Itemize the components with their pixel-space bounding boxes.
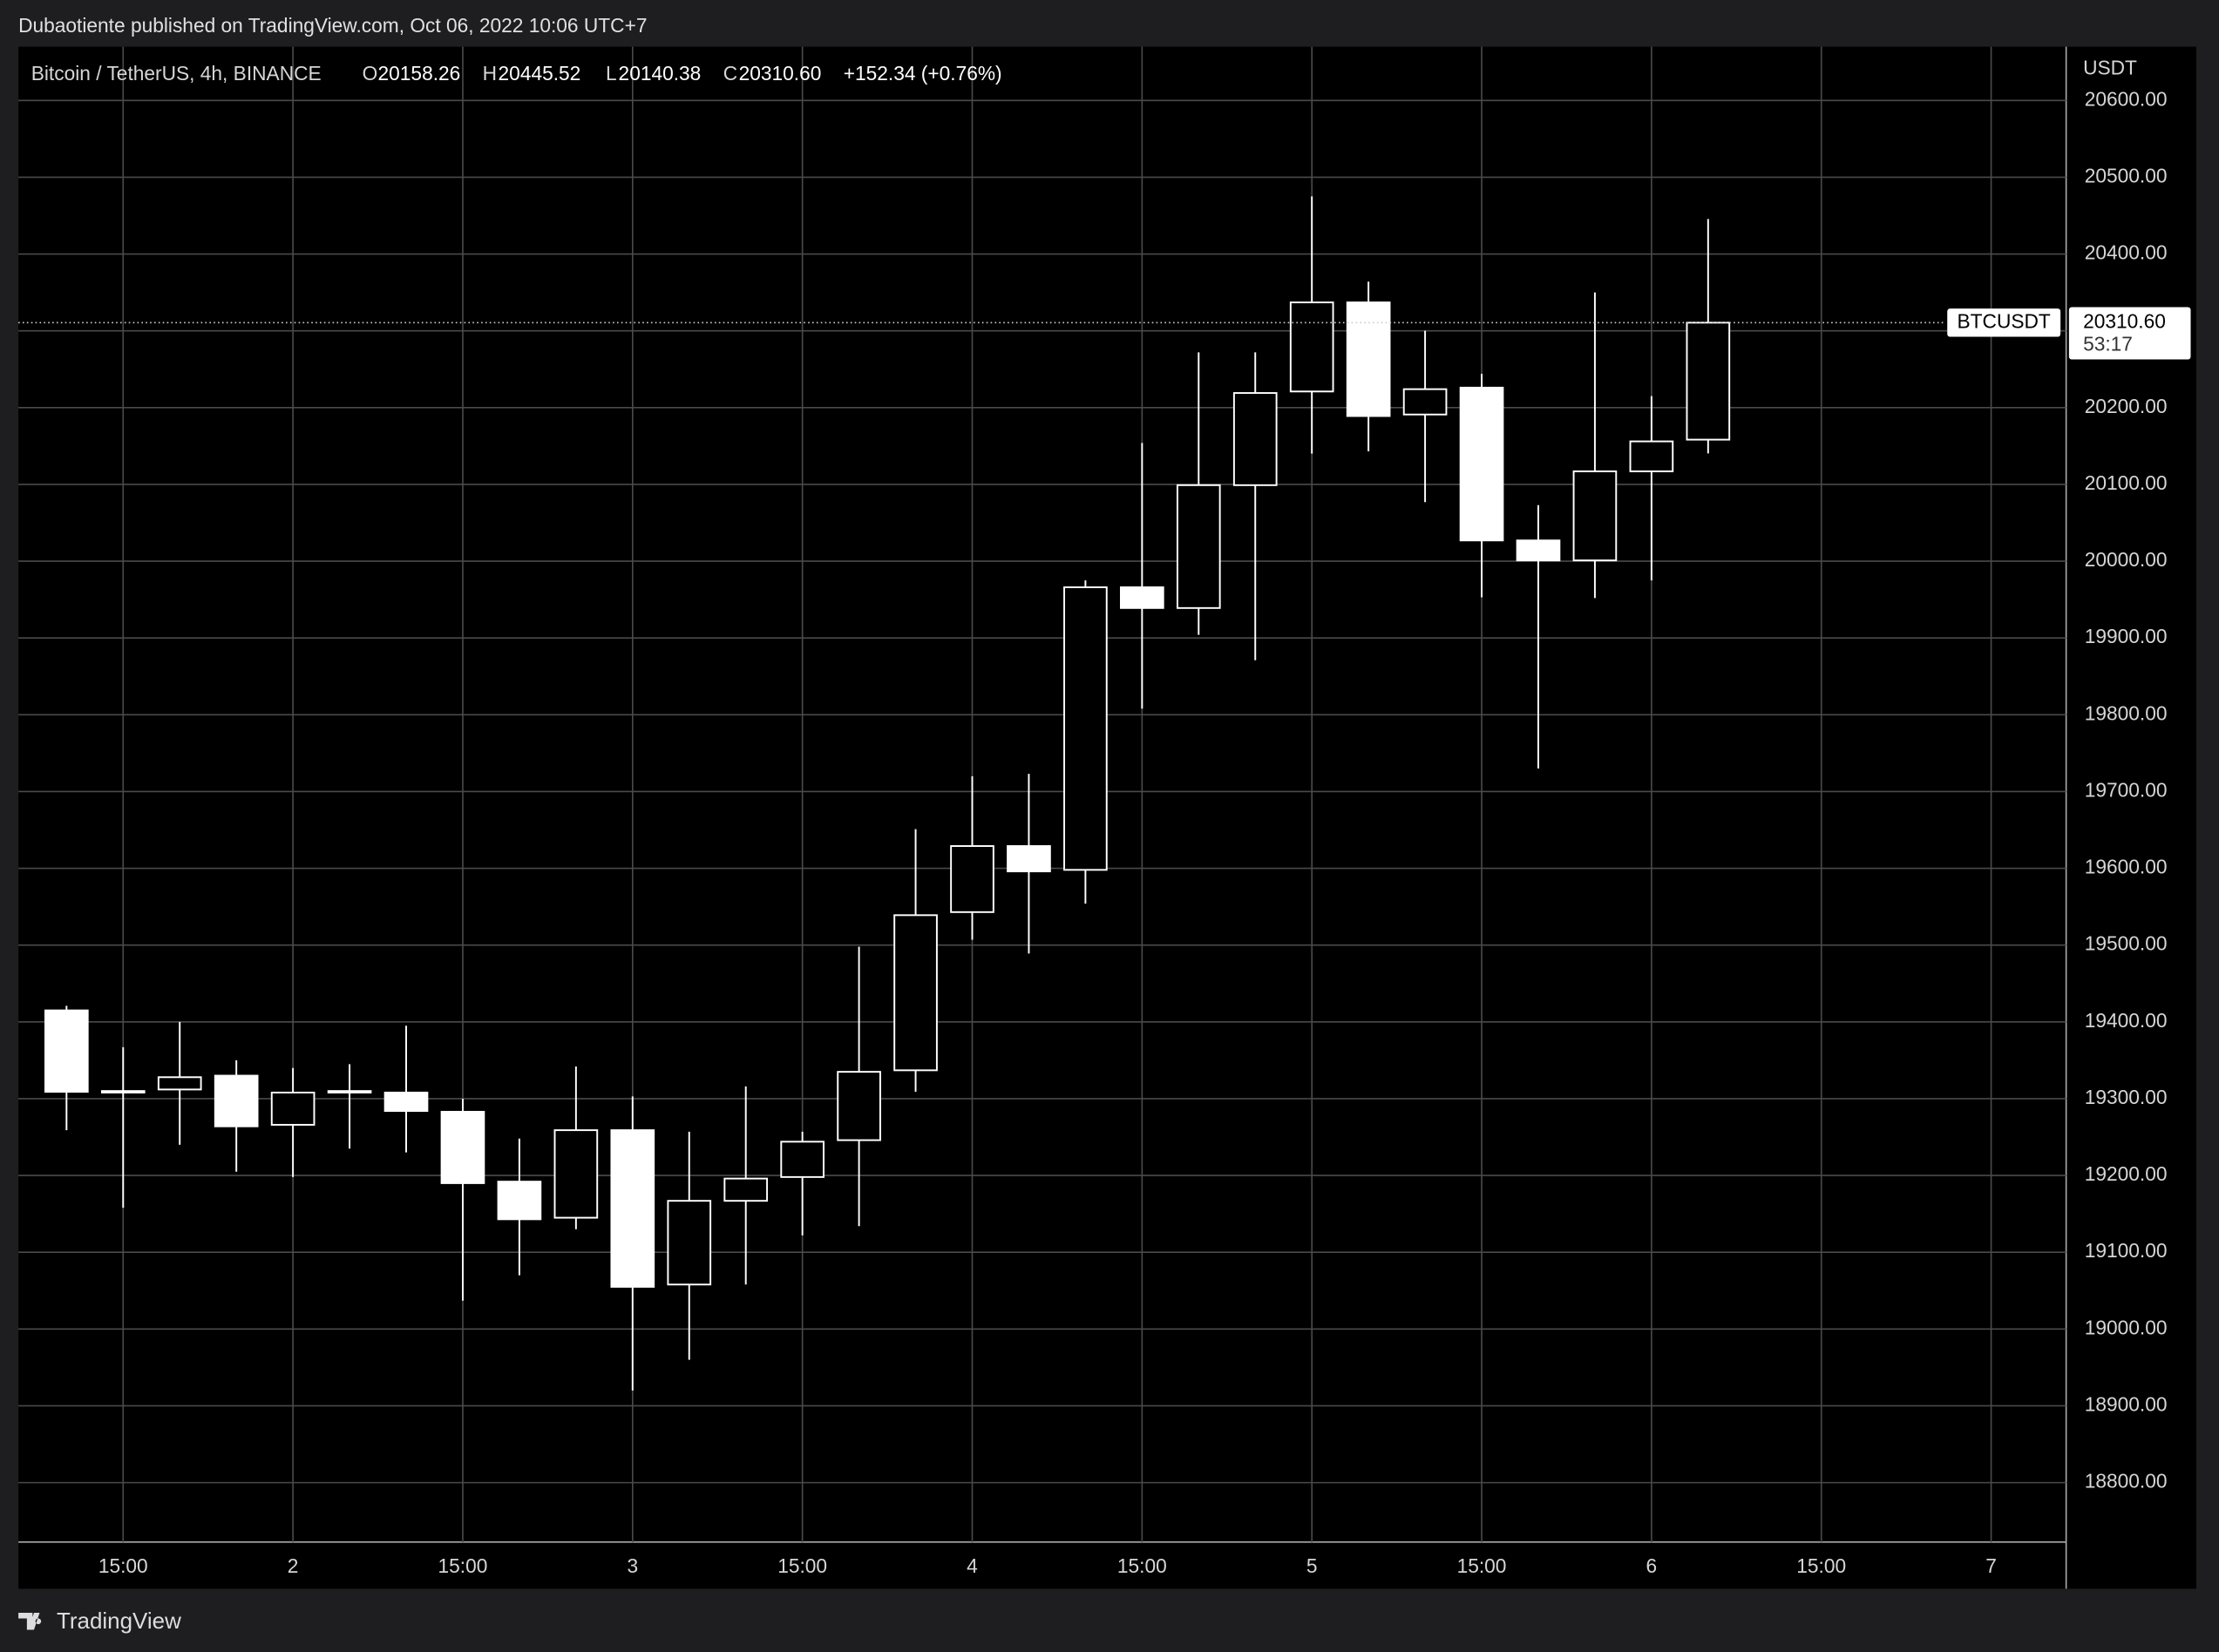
candle-body [1402, 388, 1448, 416]
candle-body [157, 1076, 202, 1091]
x-tick-label: 2 [288, 1554, 299, 1577]
x-tick-label: 6 [1646, 1554, 1658, 1577]
candle-body [440, 1110, 485, 1184]
symbol-tag-label: BTCUSDT [1958, 309, 2051, 332]
candle-body [1346, 301, 1391, 417]
candle-body [553, 1129, 599, 1219]
legend-close: 20310.60 [739, 62, 822, 85]
y-tick-label: 20400.00 [2085, 241, 2168, 264]
y-tick-label: 19800.00 [2085, 701, 2168, 724]
y-tick-label: 19000.00 [2085, 1316, 2168, 1338]
x-tick-label: 15:00 [777, 1554, 827, 1577]
legend-low-label: L [606, 62, 617, 85]
candle-body [950, 845, 994, 913]
watermark: TradingView [18, 1608, 181, 1634]
candle-body [270, 1091, 316, 1126]
candle-body [1007, 845, 1051, 873]
y-tick-label: 19300.00 [2085, 1086, 2168, 1108]
symbol-tag [1947, 308, 2061, 337]
legend-open-label: O [363, 62, 378, 85]
x-tick-label: 15:00 [1796, 1554, 1846, 1577]
y-tick-label: 20200.00 [2085, 395, 2168, 417]
y-tick-label: 18900.00 [2085, 1392, 2168, 1415]
candle-body [327, 1090, 372, 1093]
candle-body [723, 1177, 769, 1202]
logo [18, 1613, 42, 1630]
candle-body [1516, 539, 1561, 562]
countdown: 53:17 [2083, 332, 2133, 355]
legend-change: +152.34 (+0.76%) [844, 62, 1002, 85]
x-tick-label: 5 [1306, 1554, 1318, 1577]
candle-body [893, 914, 938, 1072]
candle-body [1176, 484, 1221, 609]
candle-body [44, 1009, 89, 1093]
x-tick-label: 15:00 [438, 1554, 488, 1577]
x-tick-label: 15:00 [98, 1554, 148, 1577]
candle-body [497, 1181, 542, 1221]
y-tick-label: 20600.00 [2085, 87, 2168, 110]
y-tick-label: 20000.00 [2085, 548, 2168, 571]
x-tick-label: 15:00 [1117, 1554, 1167, 1577]
candle-body [1629, 440, 1674, 472]
x-tick-label: 3 [627, 1554, 638, 1577]
candle-body [1232, 392, 1278, 486]
y-tick-label: 20500.00 [2085, 164, 2168, 186]
y-tick-label: 18800.00 [2085, 1470, 2168, 1493]
symbol: Bitcoin / TetherUS, 4h, BINANCE [31, 62, 322, 85]
candle-body [1459, 386, 1504, 542]
y-tick-label: 19200.00 [2085, 1162, 2168, 1185]
legend-high-label: H [483, 62, 497, 85]
y-tick-label: 19600.00 [2085, 856, 2168, 878]
footer: TradingView [57, 1608, 181, 1634]
candle-body [1289, 301, 1334, 393]
candle-body [1120, 586, 1164, 609]
x-tick-label: 7 [1985, 1554, 1997, 1577]
x-tick-label: 15:00 [1457, 1554, 1507, 1577]
candle-body [780, 1141, 824, 1178]
y-tick-label: 19900.00 [2085, 625, 2168, 647]
candle-body [667, 1200, 712, 1286]
legend-high: 20445.52 [499, 62, 581, 85]
legend-low: 20140.38 [619, 62, 702, 85]
candle-body [837, 1071, 881, 1141]
candle-body [100, 1090, 146, 1093]
y-tick-label: 19100.00 [2085, 1239, 2168, 1262]
legend-close-label: C [723, 62, 737, 85]
legend: Bitcoin / TetherUS, 4h, BINANCE O 20158.… [31, 62, 1002, 85]
candle-body [1063, 586, 1108, 871]
x-tick-label: 4 [967, 1554, 978, 1577]
y-tick-label: 19400.00 [2085, 1009, 2168, 1032]
legend-open: 20158.26 [378, 62, 461, 85]
header: Dubaotiente published on TradingView.com… [18, 14, 647, 37]
axis-unit: USDT [2083, 57, 2137, 79]
candle-body [214, 1074, 259, 1127]
candle-body [610, 1129, 655, 1288]
y-tick-label: 19700.00 [2085, 778, 2168, 801]
candle-body [383, 1091, 429, 1113]
candle-body [1686, 322, 1731, 441]
y-tick-label: 19500.00 [2085, 932, 2168, 955]
y-tick-label: 20100.00 [2085, 471, 2168, 494]
price-tag-label: 20310.60 [2083, 309, 2166, 332]
candle-body [1572, 470, 1618, 562]
price-tag [2068, 307, 2191, 360]
